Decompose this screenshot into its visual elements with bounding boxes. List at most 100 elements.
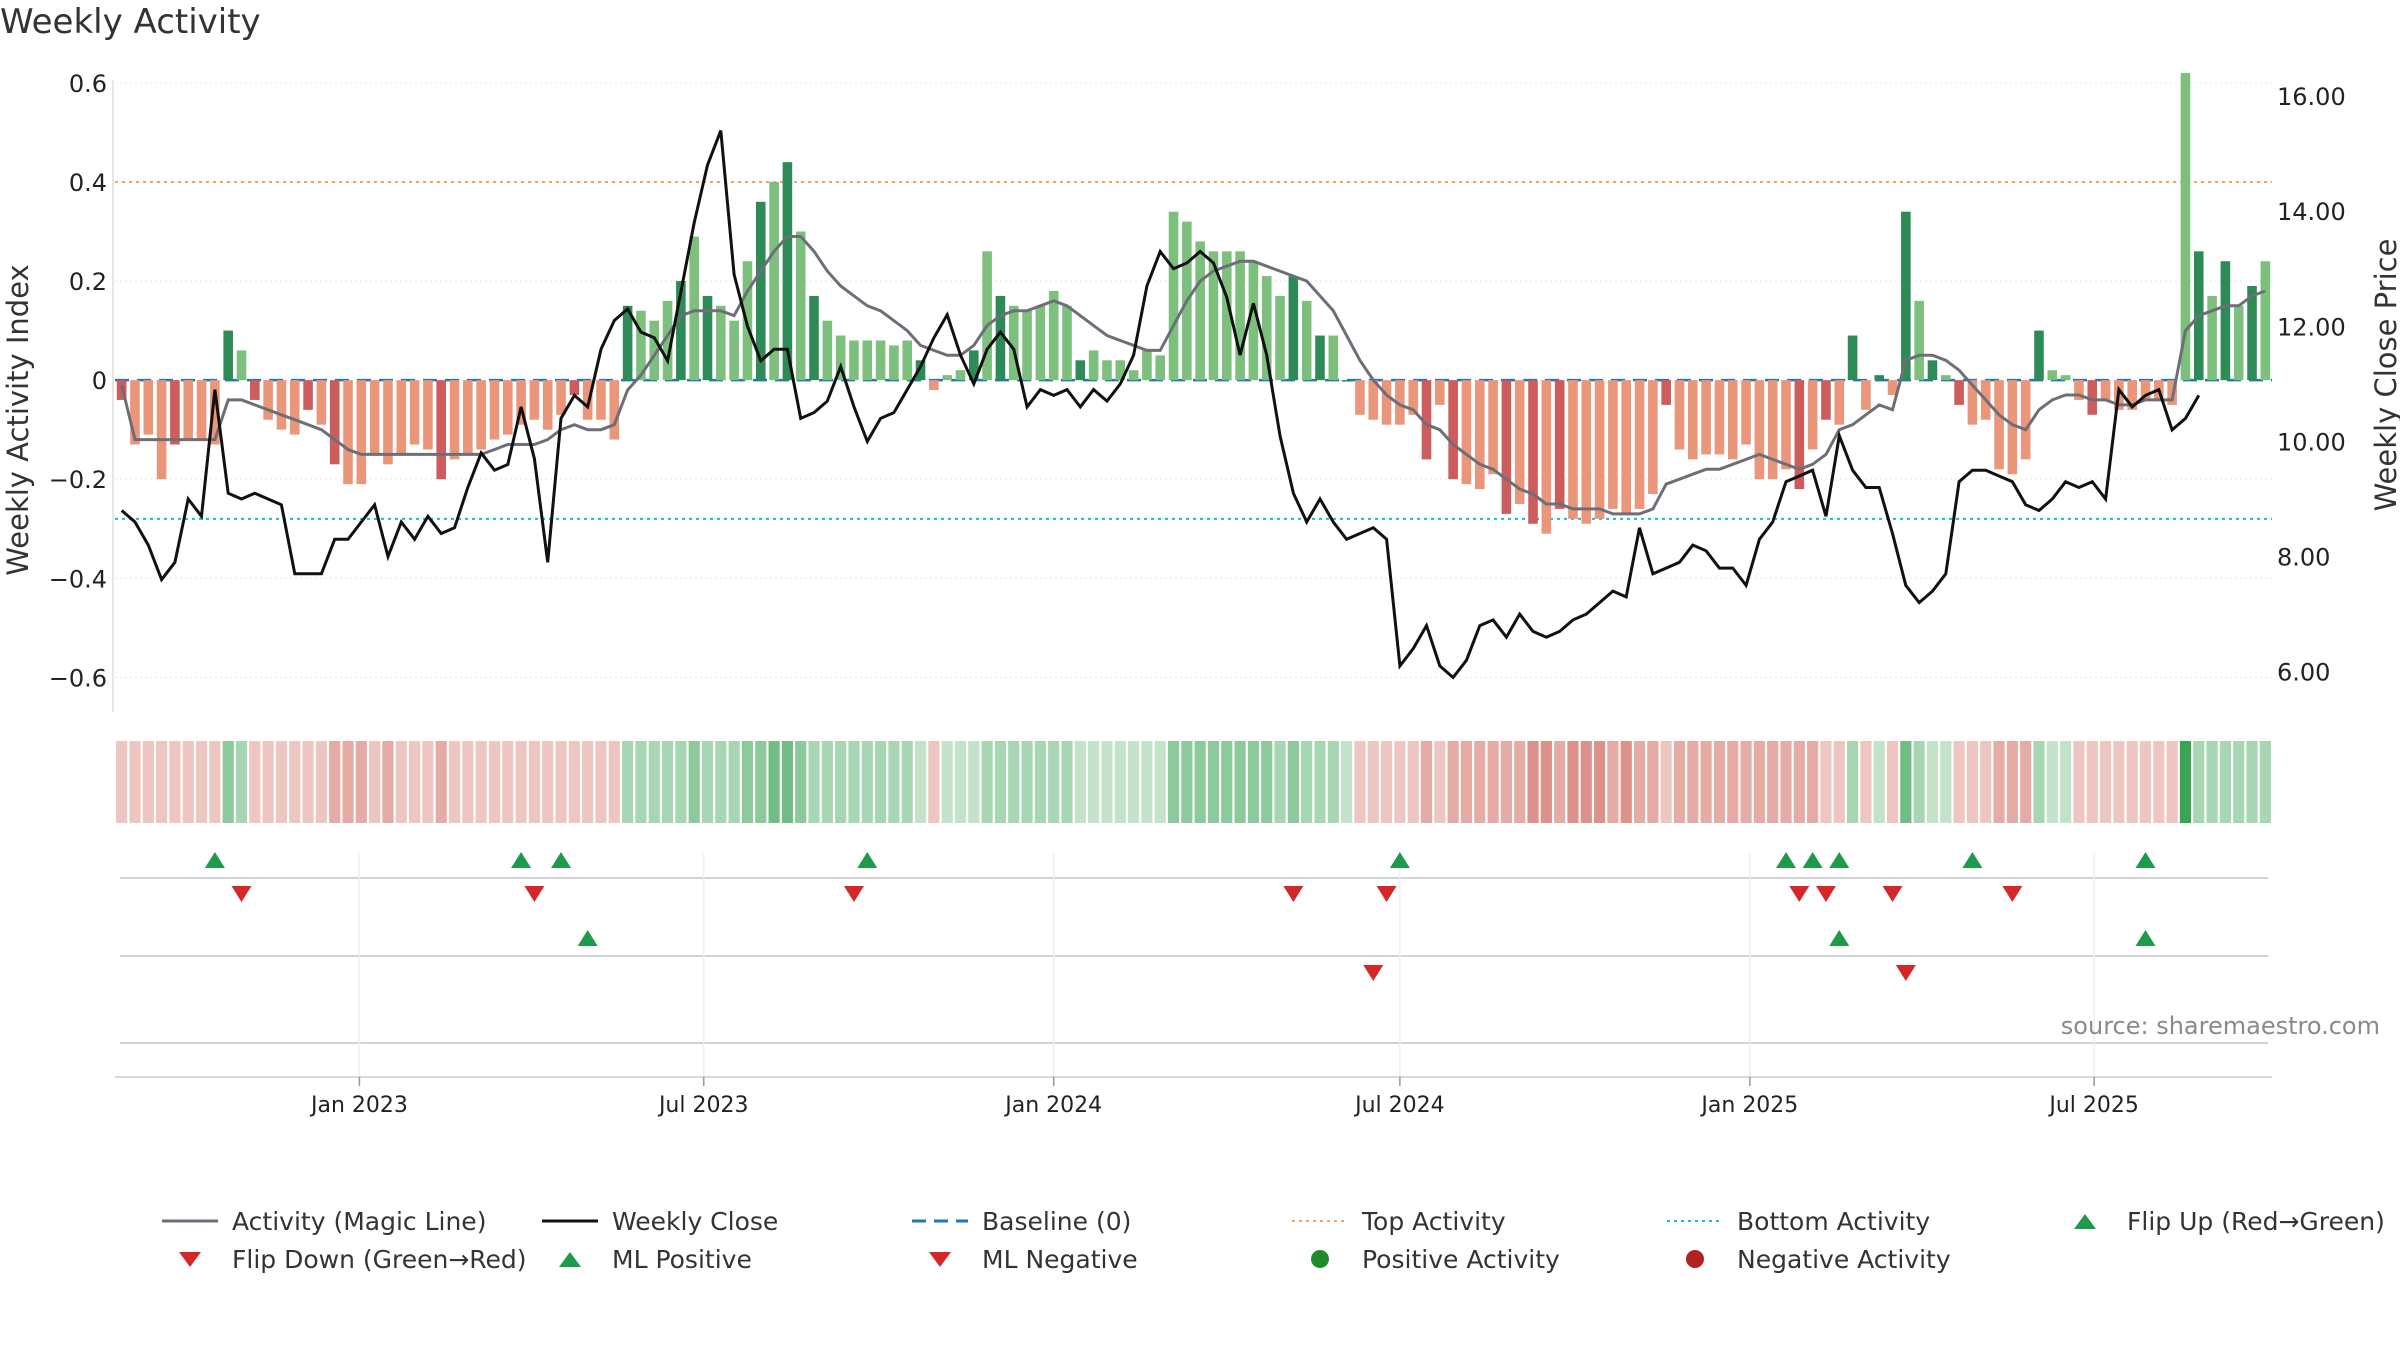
heat-band-cell (1380, 741, 1393, 823)
legend-label: Positive Activity (1362, 1244, 1560, 1274)
heat-band-cell (209, 741, 221, 823)
activity-bar (1528, 380, 1538, 524)
activity-bar (1022, 310, 1032, 381)
heat-band-cell (1727, 741, 1739, 823)
legend-item: Flip Down (Green→Red) (160, 1240, 527, 1278)
activity-bar (1075, 360, 1086, 381)
heat-band-cell (861, 741, 873, 823)
activity-bar (1688, 380, 1698, 460)
activity-bar (1102, 360, 1112, 381)
heat-band-cell (1527, 741, 1539, 823)
heat-band-cell (1314, 741, 1326, 823)
activity-bar (2087, 380, 2098, 415)
activity-bar (1674, 380, 1685, 450)
heat-band-cell (1194, 741, 1206, 823)
heat-band-cell (795, 741, 807, 823)
activity-bar (1261, 276, 1272, 381)
heat-band-cell (422, 741, 434, 823)
activity-bar (955, 370, 966, 381)
activity-bar (1341, 380, 1352, 382)
activity-bar (369, 380, 380, 455)
heat-band-cell (1980, 741, 1992, 823)
activity-heat-band (116, 741, 2271, 823)
heat-band-cell (661, 741, 674, 823)
heat-band-cell (408, 741, 421, 823)
heat-band-cell (488, 741, 501, 823)
heat-band-cell (1394, 741, 1406, 823)
heat-band-cell (994, 741, 1007, 823)
flip-up-marker (1389, 852, 1410, 868)
activity-bar (463, 380, 473, 455)
activity-bar (1008, 305, 1019, 381)
activity-bar (1634, 380, 1645, 509)
activity-bar (276, 380, 287, 430)
heat-band-cell (1101, 741, 1113, 823)
activity-bar (502, 380, 513, 435)
activity-bar (569, 380, 580, 395)
green-circle-icon (1311, 1250, 1329, 1268)
activity-bar (1195, 241, 1205, 381)
activity-bar (982, 251, 992, 381)
activity-bar (1395, 380, 1405, 425)
heat-band-cell (981, 741, 993, 823)
activity-bar (1608, 380, 1618, 509)
heat-band-cell (888, 741, 900, 823)
heat-band-cell (169, 741, 181, 823)
heat-band-cell (1074, 741, 1086, 823)
y-tick-label: 0.6 (69, 70, 107, 98)
activity-bar (1701, 380, 1711, 455)
activity-bar (1128, 370, 1139, 381)
heat-band-cell (1940, 741, 1952, 823)
heat-band-cell (448, 741, 461, 823)
chart-title: Weekly Activity (0, 2, 261, 42)
heat-band-cell (1088, 741, 1100, 823)
heat-band-cell (2086, 741, 2098, 823)
heat-band-cell (2126, 741, 2138, 823)
series-lines (120, 130, 2266, 680)
activity-bar (929, 380, 939, 391)
heat-band-cell (1500, 741, 1512, 823)
heat-band-cell (1900, 741, 1912, 823)
weekly-activity-chart: −0.6 −0.4 −0.2 0 0.2 0.4 0.6 6.00 8.00 10.00 12.00… (1, 70, 2400, 1118)
heat-band-cell (1127, 741, 1140, 823)
activity-bar (1621, 380, 1632, 514)
heat-band-cell (1341, 741, 1353, 823)
activity-bar (1421, 380, 1432, 460)
heat-band-cell (329, 741, 341, 823)
heat-band-cell (1301, 741, 1313, 823)
heat-band-cell (1966, 741, 1979, 823)
heat-band-cell (1234, 741, 1246, 823)
heat-band-cell (1913, 741, 1925, 823)
activity-bar (622, 305, 633, 381)
flip-down-marker (1815, 886, 1836, 902)
activity-bar (1275, 295, 1285, 381)
flip-down-marker (1789, 886, 1810, 902)
heat-band-cell (116, 741, 128, 823)
heat-band-cell (1327, 741, 1339, 823)
heat-band-cell (302, 741, 314, 823)
activity-bar (1315, 335, 1325, 381)
activity-bar (769, 181, 779, 381)
activity-bar (183, 380, 194, 440)
heat-band-cell (928, 741, 940, 823)
heat-band-cell (395, 741, 407, 823)
heat-band-cell (1554, 741, 1566, 823)
x-tick-label: Jan 2023 (309, 1093, 408, 1118)
heat-band-cell (462, 741, 474, 823)
heat-band-cell (289, 741, 301, 823)
activity-bar (2247, 286, 2257, 381)
heat-band-cell (1407, 741, 1419, 823)
heat-band-cell (595, 741, 607, 823)
activity-bar (1994, 380, 2004, 470)
heat-band-cell (1434, 741, 1446, 823)
legend-label: Flip Up (Red→Green) (2127, 1206, 2385, 1236)
heat-band-cell (1807, 741, 1819, 823)
activity-bar (822, 320, 833, 381)
green-triangle-up-icon (2074, 1214, 2096, 1229)
heat-band-cell (1008, 741, 1020, 823)
heat-band-cell (1580, 741, 1592, 823)
heat-band-cell (1780, 741, 1792, 823)
heat-band-cell (1061, 741, 1073, 823)
y2-tick-label: 8.00 (2277, 544, 2330, 572)
activity-bar (915, 360, 926, 381)
